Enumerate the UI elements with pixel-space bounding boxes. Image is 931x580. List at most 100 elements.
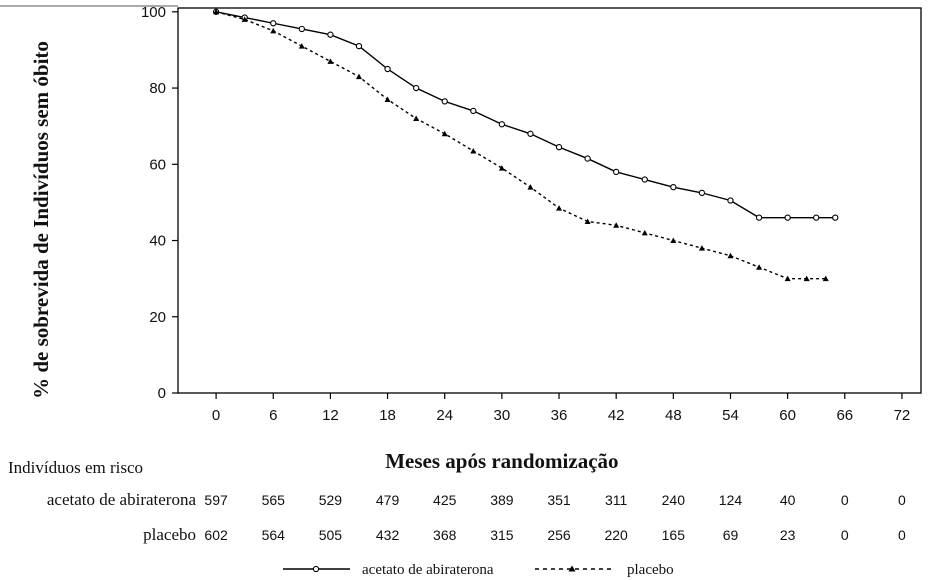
x-tick-label: 30: [494, 407, 511, 424]
data-point: [822, 275, 829, 282]
risk-count: 389: [490, 492, 514, 508]
risk-count: 425: [433, 492, 457, 508]
risk-count: 479: [376, 492, 400, 508]
risk-count: 529: [319, 492, 343, 508]
series-placebo: [213, 8, 829, 282]
x-tick-label: 60: [779, 407, 796, 424]
data-point: [613, 222, 620, 228]
legend: acetato de abiraterona placebo: [283, 562, 674, 578]
plot-border: [177, 7, 922, 394]
risk-count: 240: [662, 492, 686, 508]
legend-label-placebo: placebo: [627, 562, 674, 578]
data-point: [698, 189, 706, 197]
risk-count: 69: [723, 527, 739, 543]
risk-count: 0: [898, 492, 906, 508]
legend-marker-placebo: [568, 565, 576, 572]
data-point: [270, 20, 277, 27]
x-tick-label: 12: [322, 407, 339, 424]
x-tick-label: 42: [608, 407, 625, 424]
data-point: [813, 214, 820, 221]
risk-count: 256: [547, 527, 571, 543]
risk-table-title: Indivíduos em risco: [8, 458, 143, 477]
data-point: [498, 121, 506, 128]
y-tick-label: 40: [149, 233, 166, 250]
risk-row-label: acetato de abiraterona: [47, 490, 197, 509]
data-point: [213, 8, 220, 15]
data-point: [832, 214, 839, 221]
risk-count: 368: [433, 527, 457, 543]
data-point: [298, 25, 305, 33]
x-tick-label: 6: [269, 407, 277, 424]
y-axis-title: % de sobrevida de Indivíduos sem óbito: [29, 41, 53, 399]
data-point: [555, 143, 563, 151]
y-tick-label: 100: [141, 4, 166, 21]
series-line: [215, 11, 826, 280]
data-point: [412, 84, 420, 92]
y-tick-label: 80: [149, 80, 166, 97]
data-point: [670, 237, 677, 244]
data-point: [527, 130, 534, 137]
x-tick-label: 24: [436, 407, 453, 424]
data-point: [584, 155, 591, 162]
data-point: [756, 264, 763, 270]
data-point: [470, 107, 477, 115]
risk-count: 0: [841, 527, 849, 543]
data-point: [441, 130, 448, 137]
risk-count: 0: [898, 527, 906, 543]
x-tick-label: 36: [551, 407, 568, 424]
data-point: [698, 245, 705, 251]
risk-count: 40: [780, 492, 796, 508]
risk-count: 23: [780, 527, 796, 543]
risk-count: 564: [262, 527, 286, 543]
labels: Meses após randomização % de sobrevida de…: [29, 41, 619, 473]
series-abiraterona: [212, 8, 839, 221]
data-point: [327, 58, 334, 64]
x-tick-label: 54: [722, 407, 739, 424]
data-point: [470, 147, 477, 154]
data-point: [298, 43, 305, 49]
risk-count: 124: [719, 492, 743, 508]
y-tick-label: 60: [149, 156, 166, 173]
data-point: [413, 115, 420, 122]
y-tick-label: 20: [149, 309, 166, 326]
axes: 0 20 40 60 80 100 0 6 12 18 24 30 36 42 48 54 60 66 72: [141, 4, 910, 424]
data-point: [727, 252, 734, 259]
legend-label-abiraterona: acetato de abiraterona: [362, 562, 494, 578]
risk-count: 505: [319, 527, 343, 543]
data-point: [755, 214, 763, 221]
risk-count: 565: [262, 492, 286, 508]
x-tick-label: 66: [836, 407, 853, 424]
legend-marker-abiraterona: [312, 565, 320, 573]
risk-count: 351: [547, 492, 571, 508]
risk-count: 602: [204, 527, 228, 543]
risk-count: 165: [662, 527, 686, 543]
risk-row-label: placebo: [143, 525, 196, 544]
data-point: [355, 73, 362, 80]
x-axis-title: Meses após randomização: [385, 449, 618, 473]
data-point: [613, 168, 620, 176]
data-point: [441, 98, 448, 105]
y-tick-label: 0: [158, 385, 166, 402]
risk-table: Indivíduos em risco acetato de abirateron…: [8, 458, 906, 544]
risk-count: 311: [605, 492, 628, 508]
x-tick-label: 48: [665, 407, 682, 424]
x-tick-label: 0: [212, 407, 220, 424]
series-line: [215, 11, 836, 219]
data-point: [784, 275, 791, 282]
data-point: [727, 197, 734, 204]
data-point: [641, 176, 648, 183]
risk-count: 0: [841, 492, 849, 508]
data-point: [355, 42, 363, 50]
x-tick-label: 18: [379, 407, 396, 424]
data-point: [384, 96, 391, 102]
risk-count: 432: [376, 527, 400, 543]
data-point: [556, 205, 563, 211]
data-point: [498, 165, 505, 171]
risk-count: 220: [604, 527, 628, 543]
data-point: [270, 27, 277, 34]
plot-frame: [0, 5, 922, 394]
data-point: [784, 214, 791, 221]
data-point: [384, 65, 391, 73]
data-point: [670, 184, 677, 191]
